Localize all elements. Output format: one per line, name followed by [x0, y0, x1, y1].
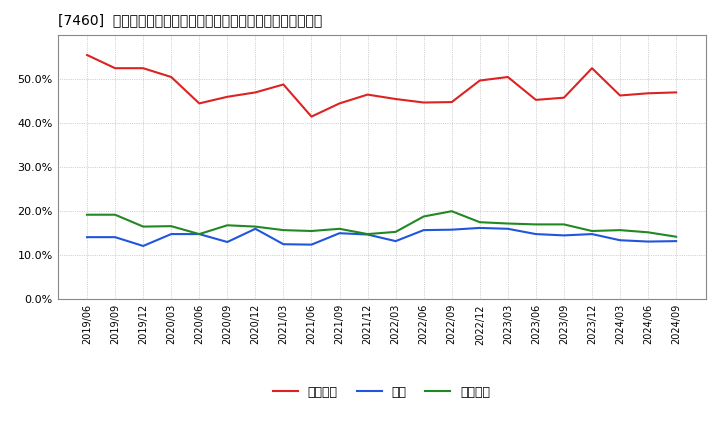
買入債務 [391, 229, 400, 235]
売上債権 [364, 92, 372, 97]
在庫 [531, 231, 540, 237]
買入債務 [139, 224, 148, 229]
売上債権 [616, 93, 624, 98]
在庫 [672, 238, 680, 244]
売上債権 [336, 101, 344, 106]
売上債権 [475, 78, 484, 83]
売上債権 [83, 52, 91, 58]
買入債務 [195, 231, 204, 237]
在庫 [167, 231, 176, 237]
買入債務 [364, 231, 372, 237]
在庫 [391, 238, 400, 244]
買入債務 [419, 214, 428, 219]
買入債務 [279, 227, 288, 233]
在庫 [559, 233, 568, 238]
在庫 [336, 231, 344, 236]
Text: [7460]  売上債権、在庫、買入債務の総資産に対する比率の推移: [7460] 売上債権、在庫、買入債務の総資産に対する比率の推移 [58, 13, 322, 27]
在庫 [251, 226, 260, 231]
買入債務 [307, 228, 316, 234]
売上債権 [195, 101, 204, 106]
Line: 買入債務: 買入債務 [87, 211, 676, 237]
売上債権 [419, 100, 428, 105]
買入債務 [672, 234, 680, 239]
在庫 [364, 232, 372, 237]
在庫 [195, 231, 204, 237]
Legend: 売上債権, 在庫, 買入債務: 売上債権, 在庫, 買入債務 [268, 381, 495, 404]
在庫 [616, 238, 624, 243]
在庫 [223, 239, 232, 245]
買入債務 [644, 230, 652, 235]
在庫 [475, 225, 484, 231]
売上債権 [588, 66, 596, 71]
買入債務 [111, 212, 120, 217]
売上債権 [223, 94, 232, 99]
在庫 [503, 226, 512, 231]
売上債権 [503, 74, 512, 80]
買入債務 [447, 209, 456, 214]
在庫 [644, 239, 652, 244]
買入債務 [223, 223, 232, 228]
売上債権 [391, 96, 400, 102]
買入債務 [83, 212, 91, 217]
買入債務 [588, 228, 596, 234]
売上債権 [251, 90, 260, 95]
買入債務 [475, 220, 484, 225]
買入債務 [559, 222, 568, 227]
売上債権 [279, 82, 288, 87]
Line: 在庫: 在庫 [87, 228, 676, 246]
売上債権 [307, 114, 316, 119]
在庫 [307, 242, 316, 247]
売上債権 [559, 95, 568, 100]
買入債務 [167, 224, 176, 229]
Line: 売上債権: 売上債権 [87, 55, 676, 117]
売上債権 [531, 97, 540, 103]
在庫 [588, 231, 596, 237]
在庫 [279, 242, 288, 247]
在庫 [83, 235, 91, 240]
買入債務 [531, 222, 540, 227]
売上債権 [139, 66, 148, 71]
売上債権 [672, 90, 680, 95]
買入債務 [251, 224, 260, 229]
買入債務 [616, 227, 624, 233]
在庫 [111, 235, 120, 240]
売上債権 [167, 74, 176, 80]
買入債務 [336, 226, 344, 231]
買入債務 [503, 221, 512, 226]
売上債権 [111, 66, 120, 71]
在庫 [447, 227, 456, 232]
売上債権 [447, 99, 456, 105]
在庫 [419, 227, 428, 233]
在庫 [139, 243, 148, 249]
売上債権 [644, 91, 652, 96]
